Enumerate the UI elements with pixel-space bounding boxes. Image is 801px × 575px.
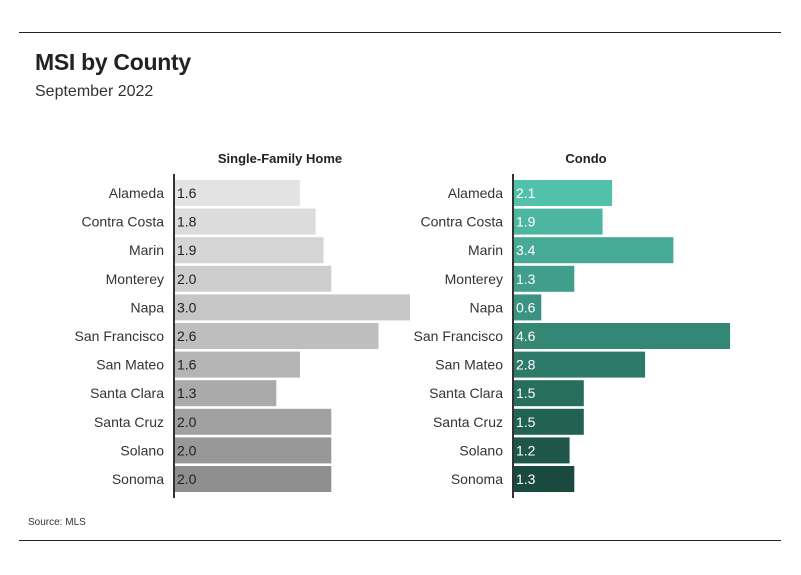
category-label: San Francisco <box>414 328 504 344</box>
value-label: 1.9 <box>516 214 536 230</box>
category-label: San Mateo <box>435 357 503 373</box>
bar <box>174 208 316 235</box>
value-label: 3.4 <box>516 242 536 258</box>
category-label: Marin <box>468 242 503 258</box>
bar <box>174 466 332 492</box>
value-label: 4.6 <box>516 328 536 344</box>
bar <box>513 380 584 407</box>
panel-single-family-home: Single-Family Home Alameda 1.6 Contra Costa… <box>75 151 410 498</box>
value-label: 0.6 <box>516 299 536 315</box>
category-label: Santa Clara <box>90 385 164 401</box>
category-label: Alameda <box>448 185 503 201</box>
value-label: 1.9 <box>177 242 197 258</box>
bar <box>174 294 410 321</box>
category-label: Monterey <box>106 271 164 287</box>
value-label: 1.8 <box>177 214 197 230</box>
value-label: 1.5 <box>516 385 536 401</box>
bar <box>174 351 300 378</box>
category-label: Napa <box>470 299 504 315</box>
bar <box>174 237 324 264</box>
page-title: MSI by County <box>35 49 191 75</box>
source-note: Source: MLS <box>28 517 86 528</box>
bar <box>513 351 646 378</box>
category-label: Contra Costa <box>82 214 165 230</box>
value-label: 1.6 <box>177 357 197 373</box>
bar <box>513 208 603 235</box>
value-label: 2.0 <box>177 414 197 430</box>
value-label: 2.0 <box>177 271 197 287</box>
category-label: Monterey <box>445 271 503 287</box>
category-label: Marin <box>129 242 164 258</box>
category-label: Santa Cruz <box>94 414 164 430</box>
bar <box>513 408 584 435</box>
value-label: 1.3 <box>516 471 536 487</box>
bar <box>513 323 730 349</box>
bar <box>513 265 575 292</box>
value-label: 1.5 <box>516 414 536 430</box>
panel-condo: Condo Alameda 2.1 Contra Costa 1.9 Marin 3.4 Mo… <box>414 151 730 498</box>
value-label: 1.3 <box>516 271 536 287</box>
bar <box>174 180 300 206</box>
category-label: Santa Clara <box>429 385 503 401</box>
bar <box>174 408 332 435</box>
bar <box>174 323 379 349</box>
page-subtitle: September 2022 <box>35 83 154 100</box>
category-label: Santa Cruz <box>433 414 503 430</box>
value-label: 2.1 <box>516 185 536 201</box>
value-label: 1.6 <box>177 185 197 201</box>
bar <box>513 466 575 492</box>
category-label: Sonoma <box>112 471 164 487</box>
value-label: 2.0 <box>177 471 197 487</box>
value-label: 2.0 <box>177 442 197 458</box>
bar <box>513 294 542 321</box>
bar <box>513 437 570 464</box>
category-label: Sonoma <box>451 471 503 487</box>
category-label: San Mateo <box>96 357 164 373</box>
panel-title: Single-Family Home <box>218 151 342 166</box>
bottom-rule <box>19 540 781 541</box>
value-label: 3.0 <box>177 299 197 315</box>
bar <box>174 265 332 292</box>
category-label: Napa <box>131 299 165 315</box>
bar <box>513 180 613 206</box>
category-label: San Francisco <box>75 328 165 344</box>
bar <box>174 437 332 464</box>
value-label: 1.2 <box>516 442 536 458</box>
value-label: 2.8 <box>516 357 536 373</box>
bar <box>513 237 674 264</box>
panel-title: Condo <box>565 151 606 166</box>
value-label: 1.3 <box>177 385 197 401</box>
category-label: Contra Costa <box>421 214 504 230</box>
top-rule <box>19 32 781 33</box>
category-label: Solano <box>459 442 503 458</box>
category-label: Alameda <box>109 185 164 201</box>
bar <box>174 380 277 407</box>
value-label: 2.6 <box>177 328 197 344</box>
category-label: Solano <box>120 442 164 458</box>
